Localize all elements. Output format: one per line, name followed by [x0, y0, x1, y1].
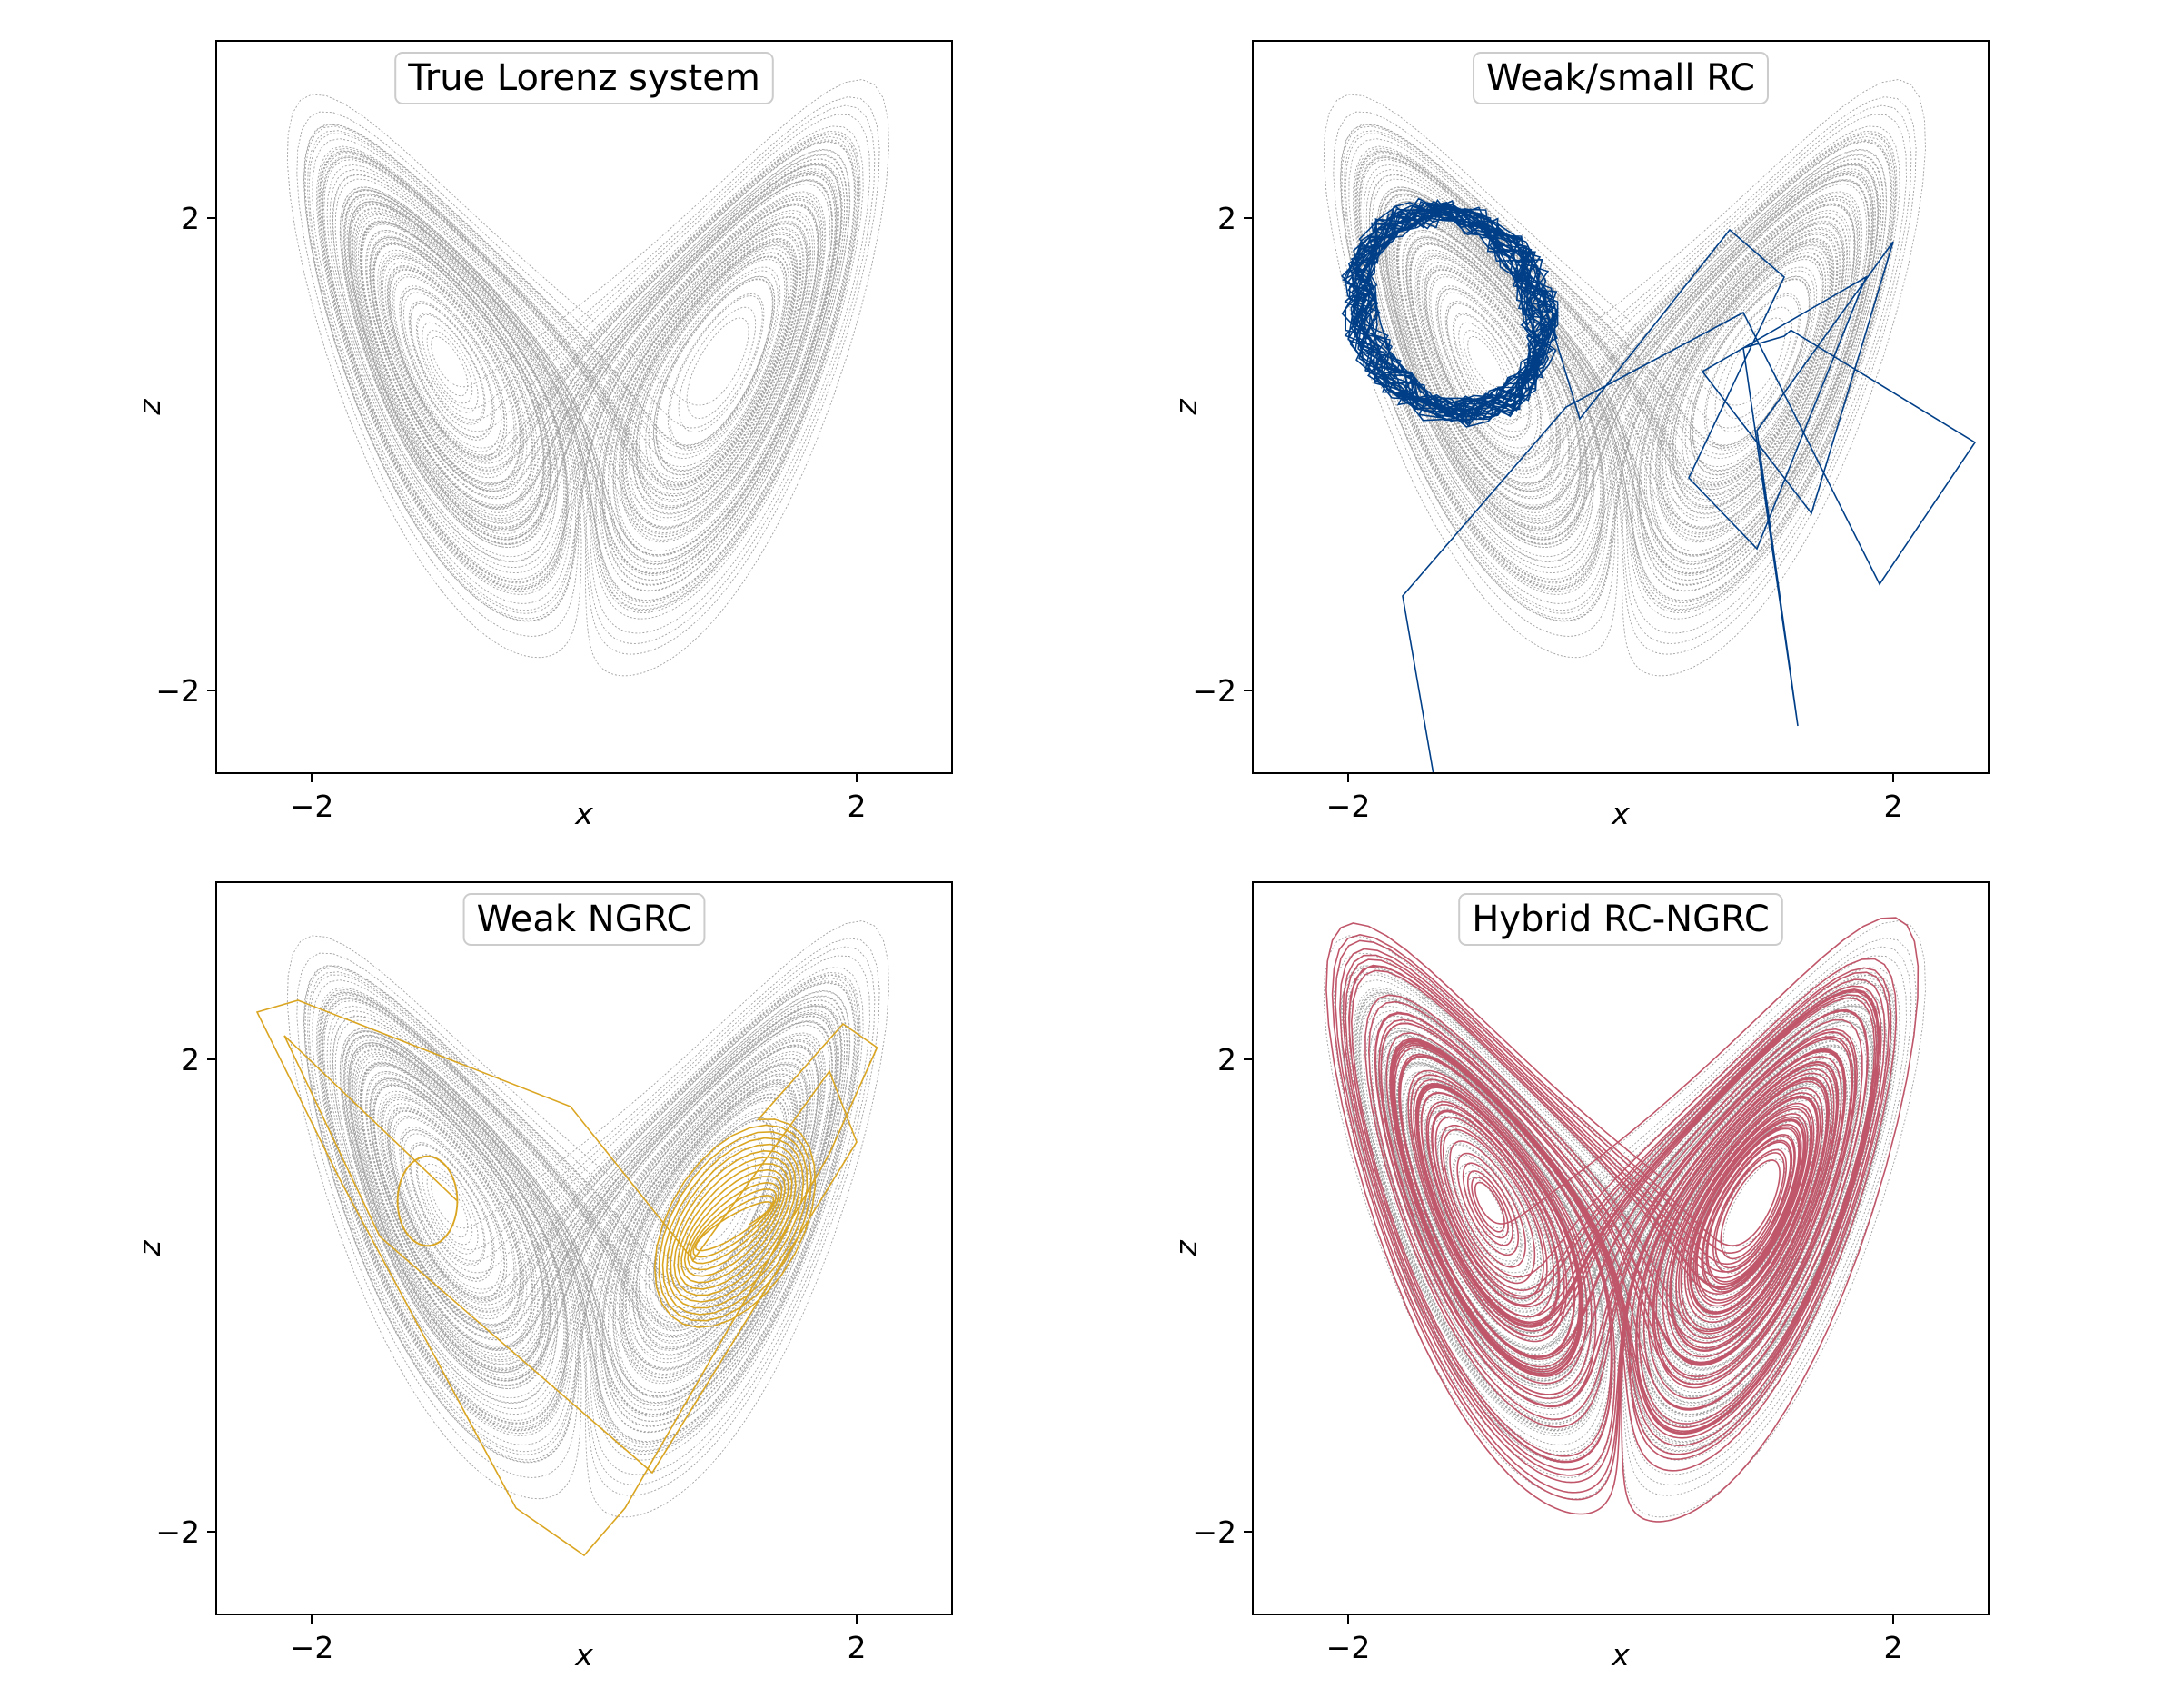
- chart-title: True Lorenz system: [407, 57, 760, 99]
- series-prediction: [1340, 197, 1977, 773]
- series-reference: [1323, 79, 1926, 677]
- y-tick-label: −2: [1192, 673, 1236, 709]
- y-axis-label: z: [132, 399, 167, 416]
- chart-title-box: [1458, 893, 1783, 946]
- plot-area: [255, 920, 889, 1557]
- y-axis-label: z: [132, 1240, 167, 1257]
- y-tick-label: −2: [1192, 1514, 1236, 1550]
- axes-frame: [1252, 40, 1990, 774]
- x-tick-label: −2: [290, 789, 334, 824]
- chart-title-box: [1473, 52, 1769, 104]
- x-axis-label: x: [574, 796, 593, 831]
- chart-panel-2: −2 2 2 −2 x z Weak/small RC: [1168, 40, 1990, 831]
- x-axis-label: x: [1611, 796, 1630, 831]
- y-tick-label: 2: [1217, 1042, 1236, 1077]
- y-tick-label: −2: [155, 1514, 200, 1550]
- axes-frame: [215, 40, 953, 774]
- plot-area: [1323, 917, 1926, 1523]
- plot-area: [286, 79, 889, 677]
- series-prediction: [1325, 917, 1920, 1523]
- series-prediction: [255, 999, 878, 1557]
- y-axis-label: z: [1168, 1240, 1204, 1257]
- x-tick-label: −2: [1326, 1630, 1371, 1665]
- chart-title: Hybrid RC-NGRC: [1472, 899, 1770, 940]
- x-tick-label: 2: [1884, 789, 1903, 824]
- plot-area: [1323, 79, 1977, 773]
- y-tick-label: 2: [181, 1042, 200, 1077]
- chart-title-box: [462, 893, 706, 946]
- y-tick-label: 2: [181, 201, 200, 236]
- series-reference: [286, 920, 889, 1518]
- series-reference: [286, 79, 889, 677]
- chart-title: Weak NGRC: [477, 899, 692, 940]
- y-tick-label: 2: [1217, 201, 1236, 236]
- x-tick-label: 2: [848, 789, 867, 824]
- x-tick-label: 2: [1884, 1630, 1903, 1665]
- chart-title-box: [394, 52, 774, 104]
- axes-frame: [1252, 881, 1990, 1615]
- x-tick-label: −2: [1326, 789, 1371, 824]
- y-tick-label: −2: [155, 673, 200, 709]
- x-tick-label: 2: [848, 1630, 867, 1665]
- chart-title: Weak/small RC: [1486, 57, 1755, 99]
- x-tick-label: −2: [290, 1630, 334, 1665]
- y-axis-label: z: [1168, 399, 1204, 416]
- x-axis-label: x: [1611, 1637, 1630, 1673]
- x-axis-label: x: [574, 1637, 593, 1673]
- chart-panel-3: −2 2 2 −2 x z Weak NGRC: [132, 881, 953, 1673]
- chart-panel-4: −2 2 2 −2 x z Hybrid RC-NGRC: [1168, 881, 1990, 1673]
- axes-frame: [215, 881, 953, 1615]
- chart-panel-1: −2 2 2 −2 x z True Lorenz system: [132, 40, 953, 831]
